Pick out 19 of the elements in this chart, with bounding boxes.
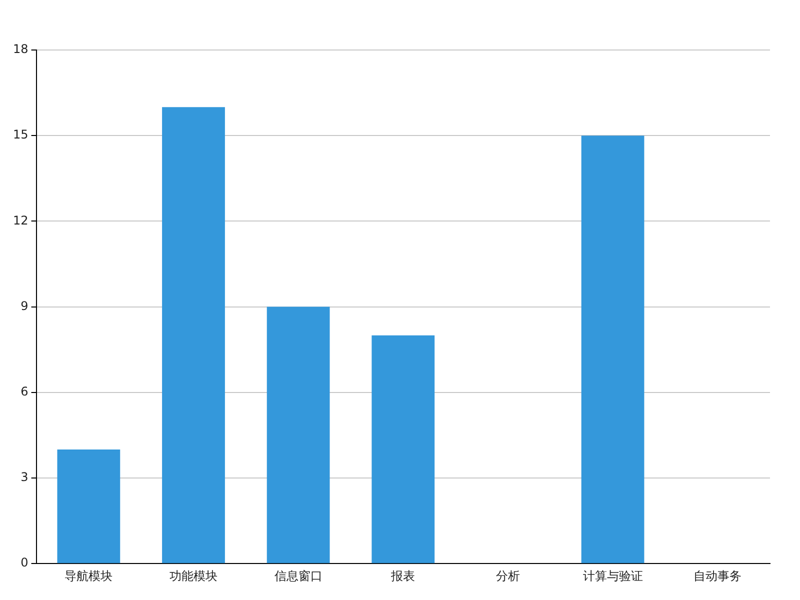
bar bbox=[372, 335, 435, 564]
x-tick-label: 报表 bbox=[390, 568, 416, 583]
y-tick-label: 15 bbox=[12, 128, 28, 142]
bar bbox=[57, 449, 120, 564]
y-tick-label: 3 bbox=[20, 470, 28, 484]
x-tick-label: 自动事务 bbox=[694, 568, 742, 583]
y-tick-label: 18 bbox=[12, 42, 28, 56]
x-tick-label: 计算与验证 bbox=[582, 568, 643, 583]
x-tick-label: 功能模块 bbox=[169, 568, 218, 583]
x-tick-label: 导航模块 bbox=[64, 568, 113, 583]
y-tick-label: 12 bbox=[12, 213, 28, 228]
y-tick-label: 0 bbox=[20, 556, 28, 570]
y-tick-label: 6 bbox=[20, 384, 28, 399]
bar bbox=[162, 107, 225, 564]
bar bbox=[266, 306, 330, 564]
x-tick-label: 分析 bbox=[496, 568, 520, 583]
x-tick-label: 信息窗口 bbox=[274, 568, 322, 583]
y-tick-label: 9 bbox=[20, 298, 28, 313]
bar bbox=[581, 136, 644, 564]
